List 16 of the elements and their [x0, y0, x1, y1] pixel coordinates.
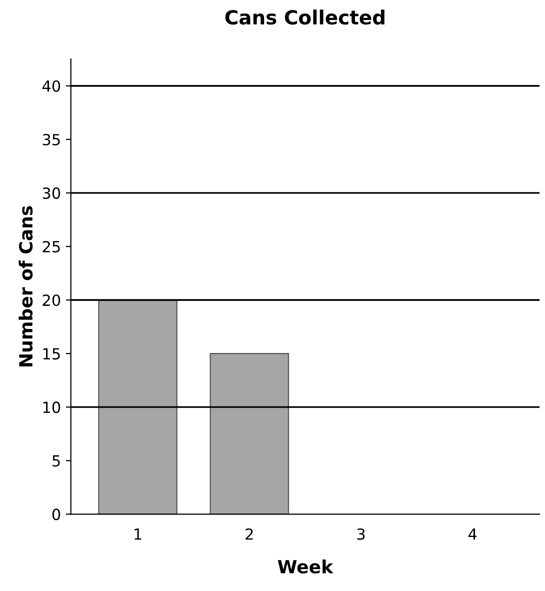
- y-tick-label: 35: [42, 134, 60, 146]
- y-tick-label: 40: [42, 80, 60, 92]
- x-tick-label: 3: [357, 528, 365, 540]
- y-tick-label: 25: [42, 240, 60, 253]
- x-tick-label: 1: [134, 528, 142, 540]
- y-tick-label: 10: [43, 402, 60, 414]
- x-axis-title: Week: [278, 560, 334, 574]
- y-tick-label: 20: [42, 294, 60, 306]
- x-tick-label: 2: [246, 528, 253, 540]
- y-tick-label: 5: [52, 455, 60, 467]
- y-tick-label: 0: [52, 508, 60, 520]
- chart-title: Cans Collected: [225, 10, 384, 25]
- y-tick-label: 30: [42, 187, 60, 199]
- y-tick-label: 15: [43, 348, 60, 360]
- y-axis-title: Number of Cans: [18, 206, 33, 366]
- x-tick-label: 4: [468, 528, 477, 540]
